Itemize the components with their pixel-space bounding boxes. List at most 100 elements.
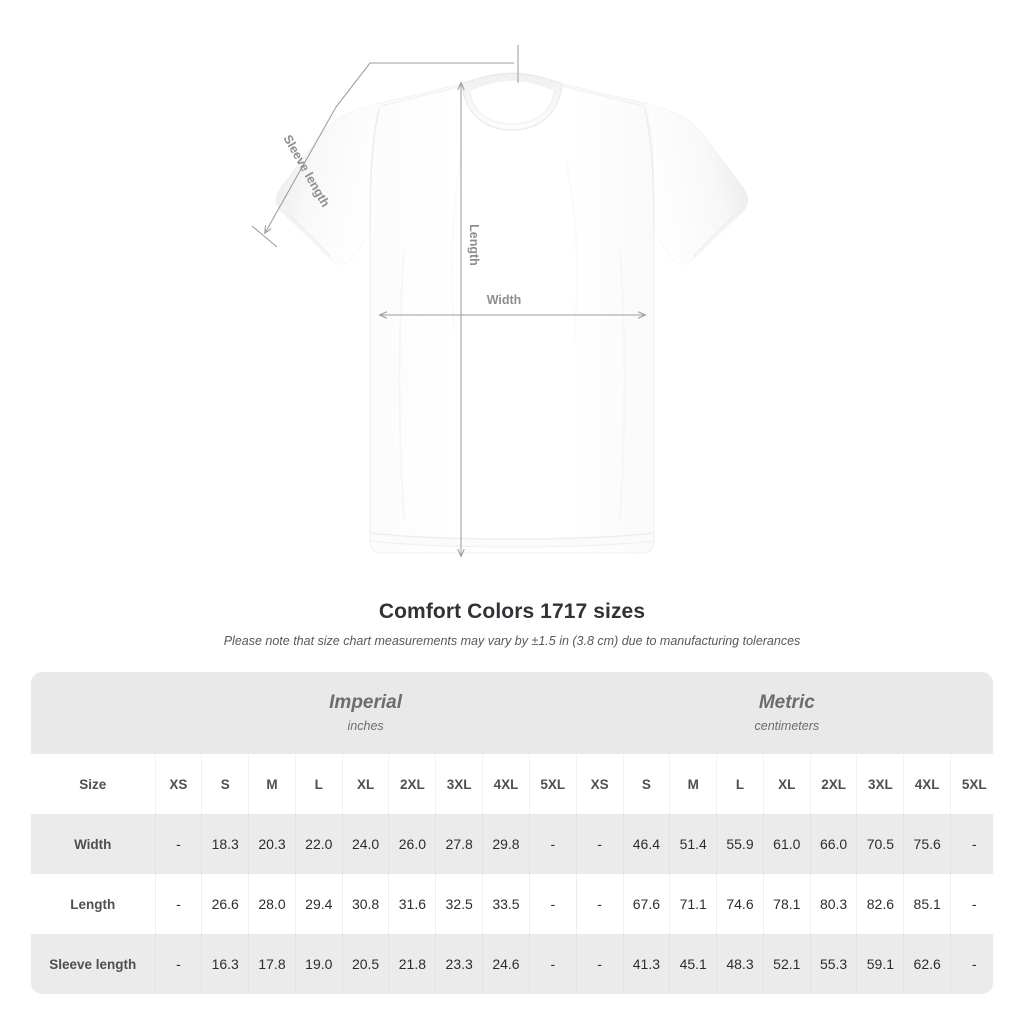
cell-width-imperial-s: 18.3 xyxy=(201,814,249,874)
cell-sleeve-imperial-5xl: - xyxy=(528,934,577,994)
cell-sleeve-imperial-3xl: 23.3 xyxy=(435,934,483,994)
cell-width-metric-xl: 61.0 xyxy=(762,814,811,874)
size-header-imperial-3xl: 3XL xyxy=(435,754,483,814)
cell-length-metric-xl: 78.1 xyxy=(762,874,811,934)
unit-imperial-name: Imperial xyxy=(329,692,403,713)
cell-sleeve-metric-2xl: 55.3 xyxy=(809,934,857,994)
measurement-annotations xyxy=(251,45,647,558)
size-header-row: Size XS S M L XL 2XL 3XL 4XL 5XL XS S M … xyxy=(31,754,993,814)
cell-sleeve-imperial-4xl: 24.6 xyxy=(482,934,530,994)
cell-sleeve-metric-xs: - xyxy=(575,934,623,994)
table-row: Length - 26.6 28.0 29.4 30.8 31.6 32.5 3… xyxy=(31,874,993,934)
sleeve-tick-bottom xyxy=(251,225,278,248)
table-row: Width - 18.3 20.3 22.0 24.0 26.0 27.8 29… xyxy=(31,814,993,874)
width-label: Width xyxy=(487,293,522,307)
unit-metric-sub: centimeters xyxy=(754,719,820,733)
cell-sleeve-imperial-xs: - xyxy=(154,934,202,994)
cell-width-imperial-l: 22.0 xyxy=(294,814,343,874)
cell-width-imperial-xl: 24.0 xyxy=(341,814,389,874)
size-header-metric-5xl: 5XL xyxy=(950,754,993,814)
unit-imperial-sub: inches xyxy=(347,719,384,733)
title-block: Comfort Colors 1717 sizes Please note th… xyxy=(0,598,1024,650)
cell-width-metric-5xl: - xyxy=(950,814,993,874)
cell-width-imperial-m: 20.3 xyxy=(248,814,296,874)
cell-sleeve-metric-3xl: 59.1 xyxy=(856,934,904,994)
cell-sleeve-metric-xl: 52.1 xyxy=(762,934,811,994)
row-label-width: Width xyxy=(31,814,155,874)
size-header-imperial-s: S xyxy=(201,754,249,814)
cell-length-imperial-2xl: 31.6 xyxy=(388,874,436,934)
size-header-metric-m: M xyxy=(669,754,717,814)
size-header-imperial-l: L xyxy=(294,754,343,814)
cell-length-metric-4xl: 85.1 xyxy=(903,874,951,934)
cell-length-imperial-4xl: 33.5 xyxy=(482,874,530,934)
size-header-imperial-2xl: 2XL xyxy=(388,754,436,814)
cell-sleeve-imperial-xl: 20.5 xyxy=(341,934,389,994)
cell-sleeve-imperial-s: 16.3 xyxy=(201,934,249,994)
size-chart-table-container: Imperial inches Metric centimeters Size … xyxy=(31,672,993,994)
unit-corner-cell xyxy=(31,672,155,754)
sleeve-dimension-line xyxy=(264,62,514,235)
cell-sleeve-metric-m: 45.1 xyxy=(669,934,717,994)
cell-length-imperial-m: 28.0 xyxy=(248,874,296,934)
size-header-metric-s: S xyxy=(622,754,670,814)
cell-length-imperial-xl: 30.8 xyxy=(341,874,389,934)
size-header-metric-xs: XS xyxy=(575,754,623,814)
cell-sleeve-metric-l: 48.3 xyxy=(716,934,764,994)
cell-width-metric-3xl: 70.5 xyxy=(856,814,904,874)
cell-length-metric-3xl: 82.6 xyxy=(856,874,904,934)
cell-length-metric-5xl: - xyxy=(950,874,993,934)
tshirt-garment xyxy=(275,72,749,554)
cell-length-imperial-l: 29.4 xyxy=(294,874,343,934)
cell-length-imperial-xs: - xyxy=(154,874,202,934)
size-header-metric-2xl: 2XL xyxy=(809,754,857,814)
cell-sleeve-imperial-l: 19.0 xyxy=(294,934,343,994)
size-header-metric-l: L xyxy=(716,754,764,814)
cell-width-imperial-xs: - xyxy=(154,814,202,874)
cell-width-metric-l: 55.9 xyxy=(716,814,764,874)
tshirt-diagram: Width Length Sleeve length xyxy=(251,45,749,558)
cell-sleeve-imperial-m: 17.8 xyxy=(248,934,296,994)
row-label-length: Length xyxy=(31,874,155,934)
cell-width-metric-2xl: 66.0 xyxy=(809,814,857,874)
cell-width-imperial-4xl: 29.8 xyxy=(482,814,530,874)
size-header-imperial-4xl: 4XL xyxy=(482,754,530,814)
cell-width-metric-m: 51.4 xyxy=(669,814,717,874)
table-row: Sleeve length - 16.3 17.8 19.0 20.5 21.8… xyxy=(31,934,993,994)
cell-sleeve-imperial-2xl: 21.8 xyxy=(388,934,436,994)
cell-length-metric-2xl: 80.3 xyxy=(809,874,857,934)
size-header-label: Size xyxy=(31,754,155,814)
size-header-imperial-m: M xyxy=(248,754,296,814)
tolerance-note: Please note that size chart measurements… xyxy=(223,634,801,648)
cell-length-metric-l: 74.6 xyxy=(716,874,764,934)
length-label: Length xyxy=(467,224,481,266)
cell-length-imperial-3xl: 32.5 xyxy=(435,874,483,934)
cell-sleeve-metric-5xl: - xyxy=(950,934,993,994)
cell-width-metric-s: 46.4 xyxy=(622,814,670,874)
size-header-imperial-xl: XL xyxy=(341,754,389,814)
cell-length-imperial-s: 26.6 xyxy=(201,874,249,934)
cell-length-metric-m: 71.1 xyxy=(669,874,717,934)
size-header-imperial-5xl: 5XL xyxy=(528,754,577,814)
size-header-imperial-xs: XS xyxy=(154,754,202,814)
size-header-metric-3xl: 3XL xyxy=(856,754,904,814)
cell-length-metric-xs: - xyxy=(575,874,623,934)
unit-metric-name: Metric xyxy=(758,692,815,713)
size-header-metric-xl: XL xyxy=(762,754,811,814)
unit-imperial-cell: Imperial inches xyxy=(155,672,577,754)
size-chart-table: Imperial inches Metric centimeters Size … xyxy=(31,672,993,994)
cell-length-metric-s: 67.6 xyxy=(622,874,670,934)
cell-width-metric-4xl: 75.6 xyxy=(903,814,951,874)
unit-header-row: Imperial inches Metric centimeters xyxy=(31,672,993,754)
page-title: Comfort Colors 1717 sizes xyxy=(378,600,646,623)
cell-width-imperial-2xl: 26.0 xyxy=(388,814,436,874)
product-illustration: Width Length Sleeve length xyxy=(251,45,749,558)
cell-width-imperial-5xl: - xyxy=(528,814,577,874)
cell-width-imperial-3xl: 27.8 xyxy=(435,814,483,874)
row-label-sleeve-length: Sleeve length xyxy=(31,934,155,994)
size-header-metric-4xl: 4XL xyxy=(903,754,951,814)
cell-length-imperial-5xl: - xyxy=(528,874,577,934)
cell-sleeve-metric-4xl: 62.6 xyxy=(903,934,951,994)
unit-metric-cell: Metric centimeters xyxy=(576,672,993,754)
